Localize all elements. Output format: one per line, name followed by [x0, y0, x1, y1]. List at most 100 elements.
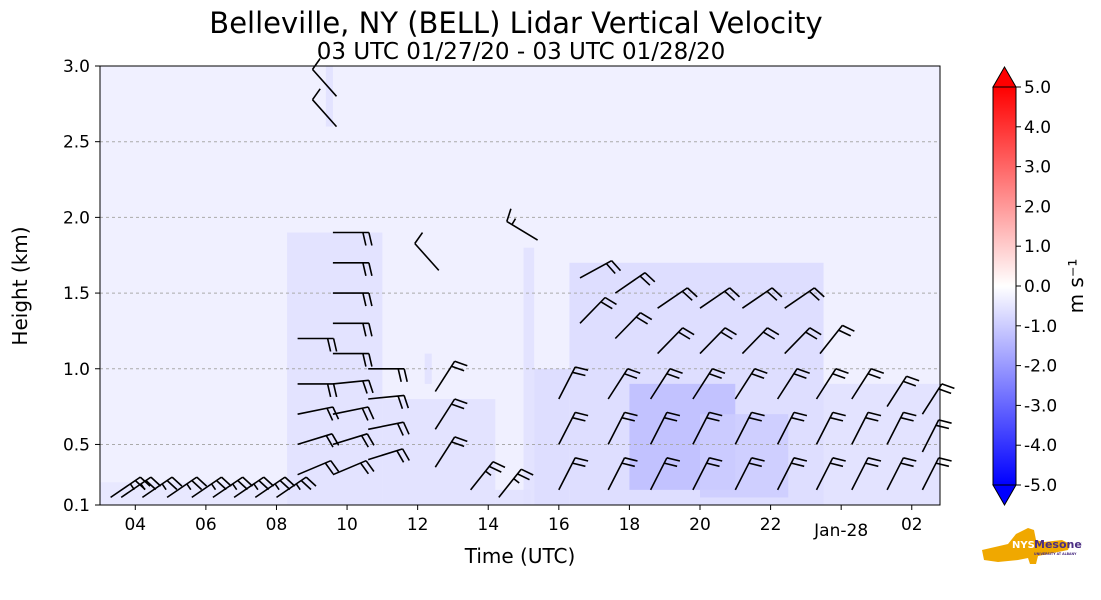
wind-barb: [332, 433, 375, 448]
wind-barb: [921, 383, 955, 415]
wind-barb: [558, 457, 589, 491]
wind-barb: [741, 327, 780, 355]
chart-subtitle: 03 UTC 01/27/20 - 03 UTC 01/28/20: [317, 39, 726, 65]
wind-barb: [692, 411, 723, 445]
x-tick-label: 04: [124, 515, 146, 535]
wind-barb: [434, 398, 468, 430]
colorbar-tick-label: -1.0: [1024, 317, 1057, 337]
velocity-region: [100, 482, 288, 505]
colorbar-tick-label: 2.0: [1024, 197, 1051, 217]
wind-barb: [311, 88, 338, 128]
chart-title: Belleville, NY (BELL) Lidar Vertical Vel…: [209, 6, 822, 40]
velocity-region: [495, 489, 531, 505]
wind-barb: [784, 287, 825, 309]
nys-mesonet-logo: NYS Mesonet UNIVERSITY AT ALBANY: [982, 528, 1082, 564]
y-tick-label: 0.5: [63, 435, 90, 455]
wind-barb: [332, 292, 373, 307]
colorbar-tick-label: -5.0: [1024, 476, 1057, 496]
wind-barb: [692, 457, 723, 491]
wind-barb: [815, 457, 846, 491]
wind-barb: [776, 457, 808, 491]
wind-barb: [191, 476, 232, 499]
wind-barb: [297, 459, 340, 476]
wind-barb: [921, 457, 952, 491]
wind-barb: [649, 367, 683, 400]
colorbar-gradient: [993, 87, 1016, 485]
wind-barb: [734, 367, 768, 400]
wind-barb: [886, 411, 917, 445]
wind-barb: [657, 327, 695, 355]
colorbar-tick-label: -2.0: [1024, 357, 1057, 377]
logo-title: Mesonet: [1034, 538, 1082, 551]
colorbar-tick-label: -4.0: [1024, 436, 1057, 456]
y-axis-label: Height (km): [8, 226, 32, 345]
wind-barb: [886, 375, 920, 408]
wind-barb: [332, 406, 375, 421]
wind-barb: [141, 476, 183, 499]
wind-barb: [776, 367, 810, 400]
wind-barb: [886, 457, 917, 491]
wind-barb: [332, 459, 375, 476]
wind-barb: [469, 460, 506, 491]
plot-area: [99, 58, 955, 506]
y-tick-label: 2.5: [63, 133, 90, 153]
x-tick-label: 18: [619, 515, 641, 535]
velocity-region: [523, 247, 535, 506]
wind-barb: [332, 379, 374, 394]
colorbar-tick-label: 4.0: [1024, 118, 1051, 138]
wind-barb: [649, 411, 681, 445]
wind-barb: [851, 411, 882, 445]
wind-barb: [657, 287, 698, 309]
y-axis: 0.1 0.5 1.0 1.5 2.0 2.5 3.0: [63, 57, 100, 516]
wind-barb: [734, 457, 765, 491]
x-tick-label: 02: [901, 515, 923, 535]
wind-barb: [367, 448, 410, 463]
wind-barb: [434, 360, 468, 392]
wind-barb: [368, 368, 408, 382]
x-tick-label: 14: [477, 515, 499, 535]
wind-barb: [819, 324, 855, 355]
y-tick-label: 1.0: [63, 360, 90, 380]
wind-barb: [297, 383, 338, 398]
wind-barb: [699, 287, 741, 309]
x-axis: 04 06 08 10 12 14 16 18 20 22 Jan-28 02: [124, 505, 923, 541]
wind-barb: [558, 411, 589, 445]
colorbar-tick-label: 3.0: [1024, 158, 1051, 178]
x-tick-label: Jan-28: [813, 521, 868, 541]
logo-prefix: NYS: [1012, 540, 1035, 551]
velocity-region: [325, 66, 333, 127]
wind-barb: [614, 312, 653, 340]
x-tick-label: 22: [760, 515, 782, 535]
wind-barb: [233, 476, 275, 499]
colorbar: -5.0 -4.0 -3.0 -2.0 -1.0 0.0 1.0 2.0 3.0 4.0 5.0: [992, 65, 1057, 507]
velocity-region: [382, 399, 496, 505]
y-tick-label: 2.0: [63, 208, 90, 228]
wind-barb: [649, 457, 681, 491]
wind-barb: [921, 419, 952, 453]
wind-barb: [692, 367, 726, 400]
ny-state-shape-icon: [982, 528, 1070, 564]
x-tick-label: 12: [407, 515, 429, 535]
wind-barb: [166, 476, 208, 499]
wind-barb: [607, 457, 638, 491]
logo-subtitle: UNIVERSITY AT ALBANY: [1034, 552, 1077, 556]
wind-barb: [607, 367, 641, 400]
wind-barb: [815, 367, 849, 400]
y-tick-label: 0.1: [63, 496, 90, 516]
wind-barb: [276, 476, 317, 499]
x-tick-label: 08: [266, 515, 288, 535]
wind-barb: [254, 476, 296, 499]
wind-barb: [498, 468, 534, 498]
wind-barb: [579, 296, 617, 324]
wind-barb: [851, 457, 882, 491]
colorbar-min-arrow: [992, 484, 1017, 507]
colorbar-tick-label: -3.0: [1024, 396, 1057, 416]
colorbar-max-arrow: [992, 65, 1017, 88]
wind-barb: [332, 231, 373, 246]
colorbar-tick-label: 1.0: [1024, 237, 1051, 257]
wind-barb: [332, 352, 373, 367]
x-axis-label: Time (UTC): [464, 544, 576, 568]
wind-barb: [506, 208, 539, 241]
wind-barb: [579, 259, 622, 279]
